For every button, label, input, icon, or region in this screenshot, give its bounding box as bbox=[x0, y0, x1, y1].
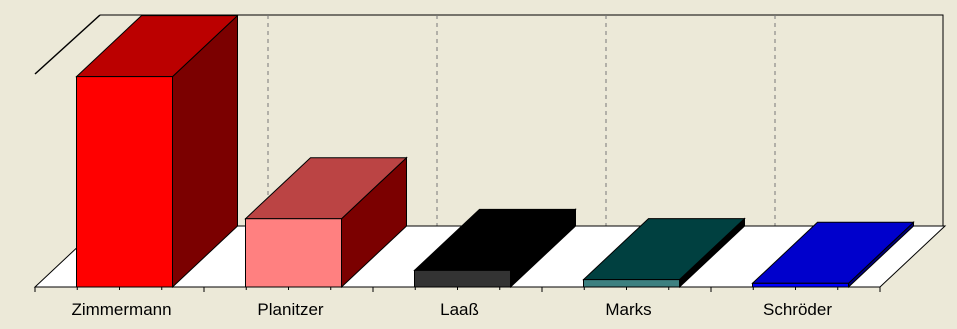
x-tick-label: Planitzer bbox=[257, 300, 323, 319]
x-axis-labels: Zimmermann Planitzer Laaß Marks Schröder bbox=[71, 300, 832, 319]
bar-front bbox=[583, 279, 680, 288]
x-tick-label: Laaß bbox=[440, 300, 479, 319]
back-wall-outline bbox=[100, 14, 944, 226]
bar bbox=[244, 156, 408, 289]
x-tick-label: Schröder bbox=[763, 300, 832, 319]
bar bbox=[75, 14, 239, 289]
bar-front bbox=[76, 76, 173, 288]
bar-front bbox=[245, 218, 342, 288]
x-tick-label: Marks bbox=[605, 300, 651, 319]
bar-front bbox=[752, 282, 849, 288]
bar bbox=[582, 217, 746, 289]
left-wall-edge bbox=[34, 14, 101, 75]
x-tick-label: Zimmermann bbox=[71, 300, 171, 319]
bar bbox=[413, 208, 577, 289]
bars-group bbox=[75, 14, 915, 289]
bar bbox=[751, 221, 915, 289]
bar-front bbox=[414, 269, 511, 288]
